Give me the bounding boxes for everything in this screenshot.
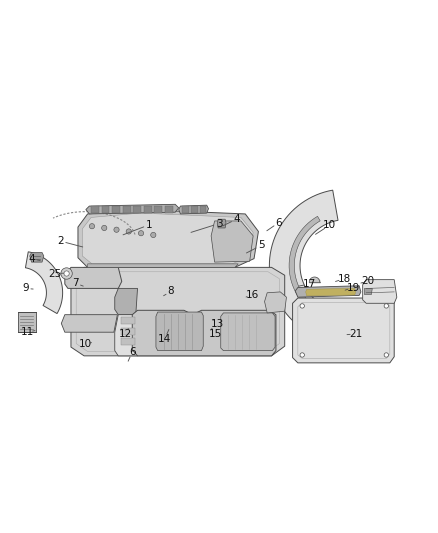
Text: 2: 2	[57, 236, 64, 246]
Text: 12: 12	[119, 329, 132, 339]
Polygon shape	[86, 204, 179, 214]
Polygon shape	[91, 206, 99, 213]
Circle shape	[384, 304, 389, 308]
Polygon shape	[71, 268, 285, 356]
Polygon shape	[115, 288, 138, 314]
Text: 19: 19	[346, 282, 360, 293]
Polygon shape	[121, 317, 135, 324]
Text: 3: 3	[215, 219, 223, 229]
Circle shape	[114, 227, 119, 232]
Text: 25: 25	[49, 269, 62, 279]
Polygon shape	[293, 298, 394, 363]
Text: 16: 16	[246, 289, 259, 300]
Polygon shape	[363, 280, 397, 303]
Text: 13: 13	[211, 319, 224, 329]
Polygon shape	[269, 190, 372, 342]
Polygon shape	[182, 206, 189, 213]
Circle shape	[138, 231, 144, 236]
Circle shape	[64, 271, 69, 276]
Polygon shape	[65, 268, 122, 288]
Text: 7: 7	[72, 278, 79, 288]
Polygon shape	[18, 312, 36, 332]
Polygon shape	[144, 206, 152, 213]
Polygon shape	[221, 313, 275, 351]
Circle shape	[89, 223, 95, 229]
Text: 10: 10	[78, 340, 92, 350]
Text: 14: 14	[158, 334, 171, 344]
Circle shape	[384, 353, 389, 357]
Text: 11: 11	[21, 327, 34, 337]
Polygon shape	[121, 328, 135, 335]
Polygon shape	[364, 288, 372, 295]
Polygon shape	[154, 206, 162, 213]
Polygon shape	[30, 253, 44, 262]
Polygon shape	[123, 206, 131, 213]
Polygon shape	[115, 314, 138, 356]
Polygon shape	[132, 310, 276, 356]
Text: 4: 4	[233, 214, 240, 224]
Polygon shape	[156, 312, 203, 351]
Polygon shape	[61, 314, 117, 332]
Polygon shape	[306, 288, 356, 296]
Text: 20: 20	[361, 276, 374, 286]
Text: 15: 15	[209, 329, 222, 339]
Text: 8: 8	[167, 286, 174, 296]
Circle shape	[151, 232, 156, 238]
Text: 10: 10	[323, 220, 336, 230]
Circle shape	[300, 304, 304, 308]
Polygon shape	[133, 206, 141, 213]
Text: 9: 9	[22, 284, 29, 293]
Polygon shape	[121, 338, 135, 345]
Polygon shape	[25, 252, 63, 313]
Polygon shape	[102, 206, 110, 213]
Polygon shape	[289, 216, 346, 322]
Text: 6: 6	[129, 347, 136, 357]
Circle shape	[126, 229, 131, 234]
Polygon shape	[191, 206, 198, 213]
Polygon shape	[82, 213, 253, 264]
Polygon shape	[112, 206, 120, 213]
Text: 6: 6	[275, 217, 282, 228]
Polygon shape	[200, 206, 206, 213]
Circle shape	[300, 353, 304, 357]
Circle shape	[61, 268, 72, 279]
Circle shape	[102, 225, 107, 231]
Polygon shape	[295, 286, 361, 297]
Text: 1: 1	[145, 220, 152, 230]
Polygon shape	[78, 209, 258, 268]
Polygon shape	[211, 221, 253, 262]
Polygon shape	[217, 219, 226, 228]
Text: 17: 17	[303, 279, 316, 289]
Polygon shape	[88, 264, 238, 268]
Polygon shape	[265, 292, 286, 313]
Text: 18: 18	[338, 274, 351, 284]
Polygon shape	[165, 206, 173, 213]
Text: 21: 21	[349, 329, 362, 339]
Text: 4: 4	[28, 254, 35, 264]
Polygon shape	[179, 205, 208, 214]
Text: 5: 5	[258, 240, 265, 251]
